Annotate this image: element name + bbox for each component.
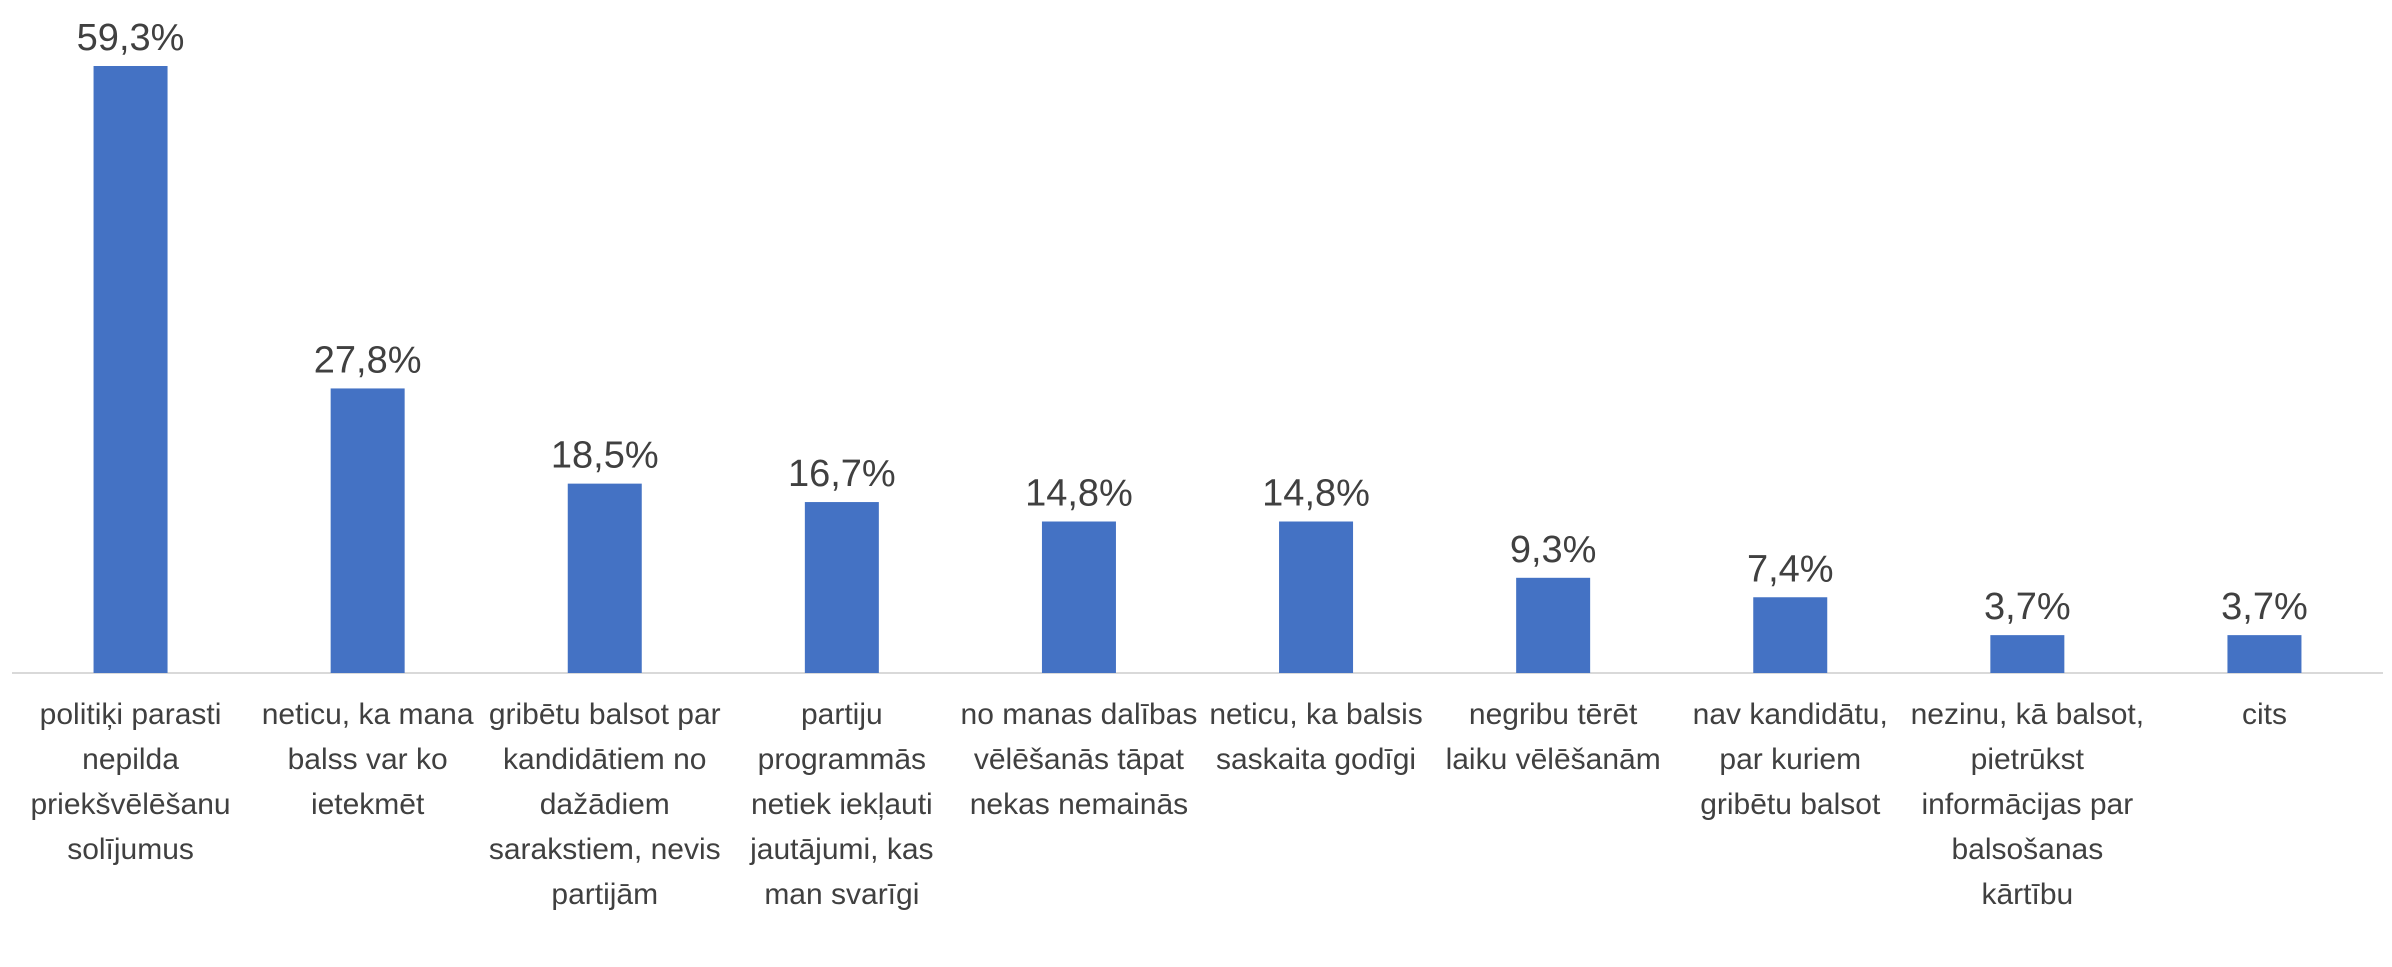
x-tick-label: neticu, ka mana balss var ko ietekmēt	[261, 698, 474, 821]
value-label: 14,8%	[1025, 473, 1133, 515]
bar	[804, 502, 879, 673]
bar	[2227, 635, 2302, 673]
bar	[93, 66, 168, 673]
x-tick-label: no manas dalības vēlēšanās tāpat nekas n…	[960, 698, 1198, 821]
value-label: 18,5%	[551, 435, 659, 477]
x-tick-label: partiju programmās netiek iekļauti jautā…	[750, 698, 934, 911]
value-label: 7,4%	[1747, 548, 1834, 590]
x-tick-label: nav kandidātu, par kuriem gribētu balsot	[1692, 698, 1888, 821]
bar	[1041, 521, 1116, 673]
bar	[1279, 521, 1354, 673]
x-tick-label: negribu tērēt laiku vēlēšanām	[1445, 698, 1661, 776]
x-tick-label: cits	[2241, 698, 2287, 731]
x-tick-label: gribētu balsot par kandidātiem no dažādi…	[488, 698, 721, 911]
bar	[1990, 635, 2065, 673]
value-label: 3,7%	[1984, 586, 2071, 628]
x-tick-label: nezinu, kā balsot, pietrūkst informācija…	[1910, 698, 2145, 911]
value-label: 27,8%	[314, 339, 422, 381]
x-tick-label: neticu, ka balsis saskaita godīgi	[1209, 698, 1423, 776]
bar	[1516, 577, 1591, 673]
value-label: 3,7%	[2221, 586, 2308, 628]
value-label: 59,3%	[77, 17, 185, 59]
value-label: 16,7%	[788, 453, 896, 495]
x-tick-label: politiķi parasti nepilda priekšvēlēšanu …	[30, 698, 231, 866]
value-label: 14,8%	[1262, 473, 1370, 515]
bar	[1753, 597, 1828, 673]
value-label: 9,3%	[1510, 529, 1597, 571]
bar	[567, 483, 642, 673]
bar	[330, 388, 405, 673]
